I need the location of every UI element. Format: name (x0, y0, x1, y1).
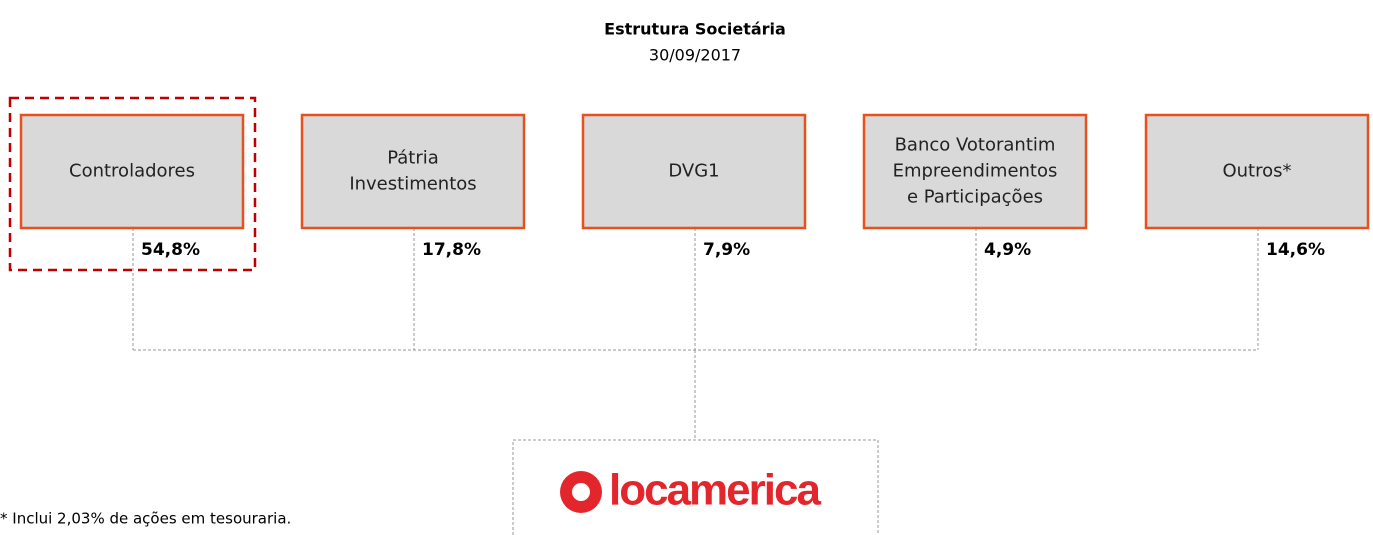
date: 30/09/2017 (649, 46, 741, 65)
title: Estrutura Societária (604, 20, 786, 39)
node-label: Pátria (387, 148, 439, 169)
node-box (300, 113, 526, 230)
node-share: 54,8% (141, 240, 200, 260)
node-label: DVG1 (668, 161, 719, 182)
logo-mark-hole (572, 483, 590, 501)
footnote: * Inclui 2,03% de ações em tesouraria. (0, 510, 291, 528)
node-label: Empreendimentos (893, 161, 1058, 182)
node-label: Investimentos (349, 174, 476, 195)
node-label: Controladores (69, 161, 195, 182)
highlight-box (8, 96, 257, 272)
node-box (1144, 113, 1370, 230)
company-box (512, 439, 879, 535)
node-label: Banco Votorantim (895, 135, 1056, 156)
node-label: Outros* (1222, 161, 1291, 182)
node-box (862, 113, 1088, 230)
node-box (19, 113, 245, 230)
logo-text: locamerica (609, 466, 821, 515)
node-label: e Participações (907, 187, 1043, 208)
node-share: 7,9% (703, 240, 750, 260)
node-share: 14,6% (1266, 240, 1325, 260)
node-box (581, 113, 807, 230)
node-share: 4,9% (984, 240, 1031, 260)
node-share: 17,8% (422, 240, 481, 260)
